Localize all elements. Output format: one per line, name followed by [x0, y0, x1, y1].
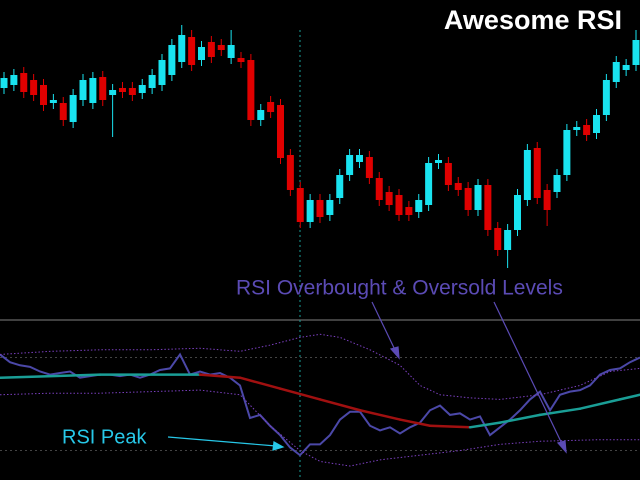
- candle-body: [138, 85, 146, 93]
- candle-body: [188, 37, 196, 65]
- candle-body: [484, 185, 492, 230]
- band-line: [0, 389, 640, 467]
- candle-body: [198, 47, 205, 60]
- signal-segment: [428, 424, 472, 429]
- candle-body: [563, 130, 571, 175]
- candle-body: [20, 73, 28, 92]
- signal-segment: [578, 398, 622, 410]
- candle-body: [306, 200, 314, 222]
- candle-body: [583, 125, 591, 135]
- candle-body: [296, 188, 304, 222]
- candle-body: [148, 75, 156, 88]
- signal-segment: [278, 387, 322, 401]
- signal-segment: [0, 373, 102, 379]
- signal-segment: [498, 413, 542, 424]
- candle-body: [385, 192, 393, 205]
- peak-arrow: [167, 436, 285, 451]
- candle-body: [425, 163, 433, 205]
- band-line: [0, 333, 640, 400]
- candle-body: [415, 200, 423, 212]
- annotation: RSI Peak: [62, 426, 147, 448]
- candle-body: [444, 163, 452, 185]
- candle-body: [30, 80, 38, 95]
- candle-body: [69, 95, 77, 122]
- candle-body: [523, 150, 531, 200]
- signal-segment: [538, 407, 582, 417]
- signal-segment: [198, 373, 242, 379]
- candle-body: [405, 207, 413, 215]
- candle-body: [178, 35, 186, 62]
- candle-body: [286, 155, 294, 190]
- candle-body: [277, 105, 284, 158]
- candle-body: [464, 188, 472, 210]
- candle-body: [395, 195, 403, 215]
- candle-body: [49, 100, 57, 103]
- candle-body: [494, 228, 502, 250]
- candle-body: [267, 102, 275, 112]
- candle-body: [514, 195, 521, 230]
- annotation: RSI Overbought & Oversold Levels: [236, 277, 563, 300]
- candle-body: [217, 45, 225, 50]
- candle-body: [247, 60, 255, 120]
- candle-body: [336, 175, 344, 198]
- candle-body: [119, 88, 126, 92]
- signal-segment: [468, 421, 502, 429]
- candle-body: [168, 45, 176, 75]
- candle-body: [207, 42, 215, 57]
- candle-body: [346, 155, 354, 175]
- candle-body: [128, 88, 136, 95]
- candle-body: [40, 85, 47, 105]
- candle-body: [59, 103, 67, 120]
- candle-body: [79, 80, 87, 100]
- annotation-arrows: [371, 301, 567, 454]
- candle-body: [316, 200, 324, 217]
- candle-body: [622, 65, 630, 70]
- signal-segment: [318, 398, 362, 412]
- signal-segment: [358, 409, 402, 421]
- candle-body: [89, 78, 97, 103]
- candle-body: [543, 190, 551, 210]
- signal-segment: [238, 376, 282, 390]
- candle-body: [99, 77, 107, 100]
- candle-body: [474, 185, 482, 210]
- candle-body: [365, 157, 373, 178]
- candle-body: [612, 62, 620, 82]
- candle-body: [454, 183, 462, 190]
- candle-body: [632, 40, 640, 65]
- candle-body: [573, 127, 581, 130]
- candle-body: [504, 230, 512, 250]
- candle-body: [0, 78, 8, 88]
- candle-body: [10, 75, 18, 85]
- candle-body: [593, 115, 600, 133]
- candle-body: [356, 155, 363, 162]
- candle-body: [553, 175, 561, 192]
- candle-body: [435, 160, 442, 163]
- chart-title: Awesome RSI: [444, 5, 622, 35]
- candle-body: [257, 110, 265, 120]
- candle-body: [602, 80, 610, 115]
- candle-body: [326, 200, 334, 215]
- candle-body: [109, 90, 117, 95]
- candle-body: [237, 58, 245, 62]
- candle-body: [227, 45, 235, 58]
- signal-segment: [618, 393, 640, 401]
- signal-segment: [398, 418, 432, 427]
- candle-body: [158, 60, 166, 85]
- candle-body: [375, 178, 383, 200]
- candle-body: [533, 148, 541, 198]
